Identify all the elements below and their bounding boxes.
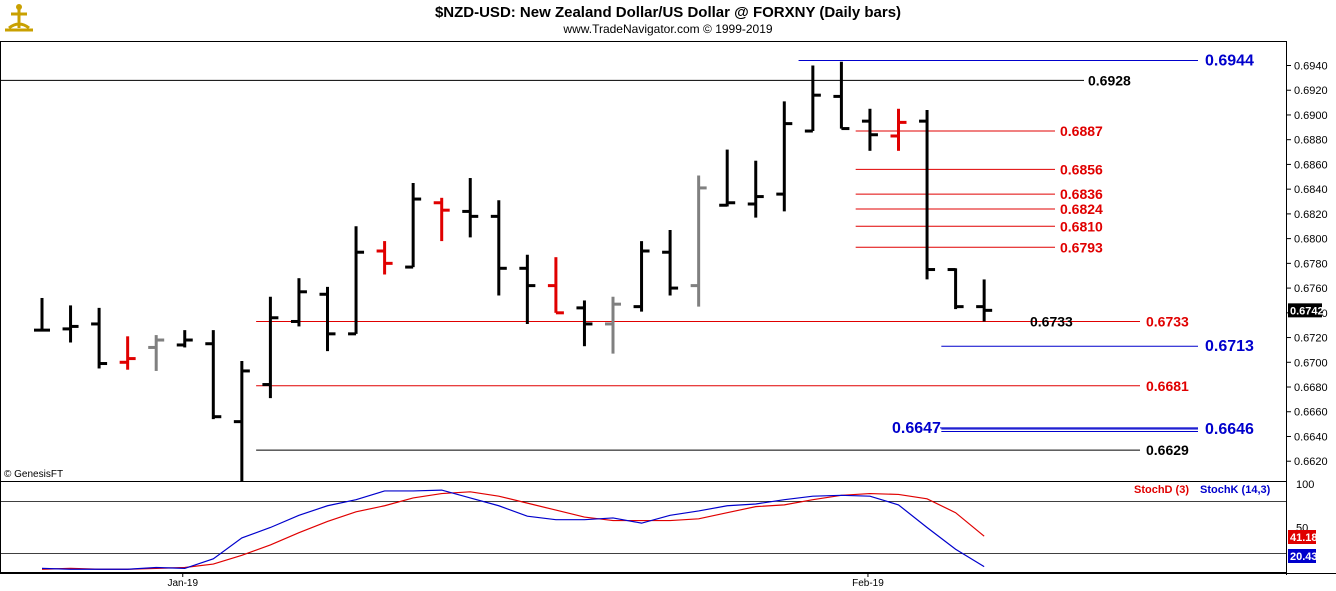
price-tick-label: 0.6840 — [1294, 184, 1328, 196]
ohlc-bar — [633, 241, 650, 312]
level-label: 0.6887 — [1060, 123, 1103, 139]
price-tick-label: 0.6900 — [1294, 110, 1328, 122]
price-tick-label: 0.6800 — [1294, 234, 1328, 246]
last-price-badge: 0.6742 — [1288, 303, 1324, 318]
level-label: 0.6646 — [1205, 421, 1254, 438]
annotation-label: 0.6733 — [1030, 313, 1073, 329]
stoch-tick-label: 100 — [1296, 479, 1314, 491]
level-label: 0.6824 — [1060, 201, 1103, 217]
ohlc-bar — [262, 296, 279, 399]
ohlc-bar — [576, 300, 593, 347]
price-tick-label: 0.6620 — [1294, 456, 1328, 468]
price-tick-label: 0.6720 — [1294, 333, 1328, 345]
legend-stochk: StochK (14,3) — [1200, 484, 1271, 496]
x-tick-label: Jan-19 — [167, 578, 198, 589]
stoch-line — [41, 491, 985, 570]
price-tick-label: 0.6940 — [1294, 60, 1328, 72]
ohlc-bar — [233, 361, 250, 481]
level-label: 0.6856 — [1060, 161, 1103, 177]
x-axis-labels: Jan-19 Feb-19 — [167, 573, 884, 589]
level-label: 0.6793 — [1060, 239, 1103, 255]
ohlc-bar — [376, 241, 393, 275]
ohlc-bars — [34, 61, 993, 481]
chart-title: $NZD-USD: New Zealand Dollar/US Dollar @… — [435, 4, 901, 21]
annotations: 0.6733 0.6647 — [892, 313, 1198, 437]
price-tick-label: 0.6640 — [1294, 431, 1328, 443]
level-label: 0.6629 — [1146, 442, 1189, 458]
ohlc-bar — [91, 307, 108, 369]
ohlc-bar — [348, 226, 365, 336]
level-lines: 0.6944 0.6928 0.6887 0.6856 0.68360.68240.68… — [1, 53, 1254, 458]
level-label: 0.6733 — [1146, 313, 1189, 329]
ohlc-bar — [776, 101, 793, 212]
ohlc-bar — [947, 268, 964, 310]
stochd-last-badge: 41.18 — [1288, 530, 1318, 544]
ohlc-bar — [861, 108, 878, 151]
logo-icon — [2, 3, 36, 33]
ohlc-bar — [290, 278, 307, 327]
ohlc-bar — [205, 330, 222, 420]
ohlc-bar — [119, 336, 136, 370]
price-axis: 0.6940 0.6920 0.6900 0.6880 0.6860 0.6840 0.68… — [1286, 60, 1328, 468]
ohlc-bar — [148, 335, 165, 371]
copyright-label: © GenesisFT — [4, 469, 63, 480]
ohlc-bar — [433, 197, 450, 242]
price-tick-label: 0.6860 — [1294, 159, 1328, 171]
legend-stochd: StochD (3) — [1134, 484, 1189, 496]
ohlc-bar — [490, 200, 507, 296]
stochk-last-badge: 20.43 — [1288, 549, 1318, 563]
stoch-line — [41, 489, 985, 570]
price-tick-label: 0.6660 — [1294, 407, 1328, 419]
level-label: 0.6944 — [1205, 53, 1254, 70]
svg-text:20.43: 20.43 — [1290, 551, 1318, 563]
price-tick-label: 0.6920 — [1294, 85, 1328, 97]
ohlc-bar — [804, 65, 821, 133]
x-tick-label: Feb-19 — [852, 578, 884, 589]
svg-text:41.18: 41.18 — [1290, 532, 1318, 544]
chart-subtitle: www.TradeNavigator.com © 1999-2019 — [562, 22, 772, 36]
svg-text:0.6742: 0.6742 — [1290, 305, 1324, 317]
ohlc-bar — [662, 229, 679, 296]
level-label: 0.6810 — [1060, 218, 1103, 234]
price-tick-label: 0.6760 — [1294, 283, 1328, 295]
ohlc-bar — [176, 330, 193, 348]
price-tick-label: 0.6820 — [1294, 209, 1328, 221]
level-label: 0.6928 — [1088, 72, 1131, 88]
ohlc-bar — [890, 108, 907, 151]
ohlc-bar — [462, 178, 479, 238]
ohlc-bar — [976, 279, 993, 322]
ohlc-bar — [919, 110, 936, 280]
level-label: 0.6836 — [1060, 186, 1103, 202]
ohlc-bar — [605, 296, 621, 354]
ohlc-bar — [62, 305, 79, 343]
annotation-label: 0.6647 — [892, 420, 941, 437]
ohlc-bar — [833, 61, 850, 131]
ohlc-bar — [319, 286, 336, 352]
price-tick-label: 0.6680 — [1294, 382, 1328, 394]
price-tick-label: 0.6880 — [1294, 135, 1328, 147]
price-tick-label: 0.6780 — [1294, 258, 1328, 270]
level-label: 0.6713 — [1205, 338, 1254, 355]
stoch-reference-lines — [1, 500, 1286, 554]
ohlc-bar — [747, 160, 764, 218]
ohlc-bar — [519, 254, 536, 324]
price-panel — [0, 41, 1287, 482]
ohlc-bar — [690, 175, 707, 307]
level-label: 0.6681 — [1146, 378, 1189, 394]
ohlc-bar — [719, 149, 736, 207]
price-tick-label: 0.6700 — [1294, 357, 1328, 369]
stoch-panel — [0, 481, 1287, 573]
stoch-series — [41, 489, 985, 570]
ohlc-bar — [547, 257, 564, 315]
ohlc-bar — [34, 297, 50, 332]
ohlc-bar — [405, 182, 422, 269]
